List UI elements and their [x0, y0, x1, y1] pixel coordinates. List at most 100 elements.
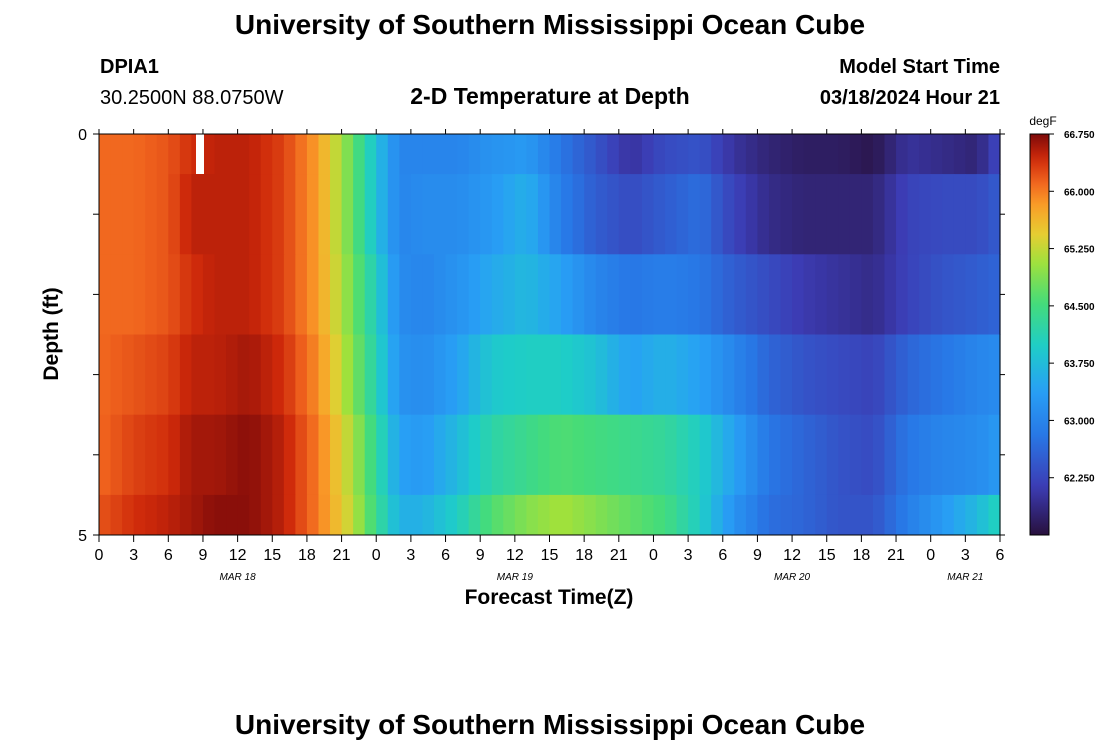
x-tick-label: 15 — [818, 547, 836, 564]
heatmap-cell — [826, 494, 839, 536]
heatmap-cell — [618, 134, 631, 175]
heatmap-cell — [491, 254, 504, 335]
heatmap-cell — [503, 254, 516, 335]
heatmap-cell — [595, 414, 608, 496]
heatmap-cell — [953, 494, 966, 536]
x-tick-label: 21 — [887, 547, 905, 564]
heatmap-cell — [457, 494, 470, 536]
heatmap-cell — [872, 494, 886, 536]
heatmap-cell — [676, 134, 689, 175]
heatmap-cell — [283, 414, 296, 496]
heatmap-cell — [745, 174, 759, 255]
heatmap-cell — [306, 254, 320, 335]
heatmap-cell — [133, 254, 146, 335]
heatmap-cell — [526, 334, 539, 416]
heatmap-cell — [919, 174, 932, 255]
heatmap-cell — [665, 174, 678, 255]
heatmap-cell — [988, 174, 1001, 255]
heatmap-cell — [665, 334, 678, 416]
heatmap-cell — [410, 254, 424, 335]
heatmap-cell — [179, 174, 193, 255]
heatmap-cell — [884, 254, 897, 335]
heatmap-cell — [387, 134, 400, 175]
heatmap-cell — [514, 174, 527, 255]
missing-data-marker — [196, 134, 204, 174]
heatmap-cell — [884, 174, 897, 255]
heatmap-cell — [584, 134, 597, 175]
colorbar-tick-label: 66.000 — [1064, 187, 1095, 198]
heatmap-cell — [491, 134, 504, 175]
heatmap-cell — [422, 414, 435, 496]
heatmap-cell — [965, 254, 978, 335]
heatmap-cell — [156, 414, 169, 496]
heatmap-cell — [283, 134, 296, 175]
heatmap-cell — [445, 134, 458, 175]
heatmap-cell — [838, 254, 851, 335]
heatmap-cell — [976, 134, 990, 175]
heatmap-cell — [387, 414, 400, 496]
heatmap-cell — [399, 134, 412, 175]
heatmap-cell — [272, 494, 285, 536]
heatmap-cell — [618, 174, 631, 255]
heatmap-cell — [688, 134, 701, 175]
heatmap-cell — [445, 254, 458, 335]
heatmap-cell — [572, 494, 585, 536]
heatmap-cell — [537, 494, 551, 536]
x-tick-label: 9 — [476, 547, 485, 564]
heatmap-cell — [641, 254, 655, 335]
heatmap-cell — [584, 494, 597, 536]
heatmap-cell — [803, 494, 816, 536]
heatmap-cell — [237, 414, 250, 496]
heatmap-cell — [930, 334, 943, 416]
heatmap-cell — [353, 494, 366, 536]
x-tick-label: 15 — [541, 547, 559, 564]
heatmap-cell — [953, 134, 966, 175]
heatmap-cell — [734, 254, 747, 335]
heatmap-cell — [584, 254, 597, 335]
heatmap-cell — [884, 494, 897, 536]
x-tick-label: 0 — [926, 547, 935, 564]
heatmap-cell — [826, 174, 839, 255]
heatmap-cell — [249, 254, 262, 335]
heatmap-cell — [156, 254, 169, 335]
heatmap-cell — [896, 414, 909, 496]
heatmap-cell — [122, 174, 135, 255]
heatmap-cell — [399, 174, 412, 255]
heatmap-cell — [283, 494, 296, 536]
heatmap-cell — [768, 414, 782, 496]
heatmap-cell — [861, 254, 874, 335]
y-axis-label: Depth (ft) — [40, 287, 63, 380]
heatmap-cell — [676, 414, 689, 496]
x-tick-label: 12 — [506, 547, 524, 564]
heatmap-cell — [896, 494, 909, 536]
heatmap-cell — [699, 174, 712, 255]
heatmap-cell — [330, 494, 343, 536]
model-start-value: 03/18/2024 Hour 21 — [819, 87, 1000, 109]
heatmap-cell — [942, 414, 955, 496]
heatmap-cell — [191, 334, 204, 416]
heatmap-cell — [942, 334, 955, 416]
heatmap-cell — [780, 334, 793, 416]
heatmap-cell — [376, 414, 389, 496]
heatmap-cell — [861, 494, 874, 536]
heatmap-cell — [607, 134, 620, 175]
station-id: DPIA1 — [100, 56, 159, 78]
heatmap-cell — [768, 174, 782, 255]
heatmap-cell — [260, 174, 273, 255]
y-tick-label: 5 — [78, 528, 87, 545]
heatmap-cell — [572, 414, 585, 496]
heatmap-cell — [826, 134, 839, 175]
heatmap-cell — [260, 334, 273, 416]
heatmap-cell — [930, 254, 943, 335]
y-axis: 05 — [78, 127, 1005, 545]
heatmap-cell — [699, 494, 712, 536]
heatmap-cell — [480, 494, 493, 536]
heatmap-cell — [768, 494, 782, 536]
heatmap-cell — [110, 254, 123, 335]
x-tick-label: 9 — [199, 547, 208, 564]
heatmap-cell — [433, 134, 447, 175]
heatmap-cell — [815, 174, 828, 255]
heatmap-cell — [202, 174, 216, 255]
heatmap-cell — [792, 494, 805, 536]
heatmap-cell — [699, 254, 712, 335]
